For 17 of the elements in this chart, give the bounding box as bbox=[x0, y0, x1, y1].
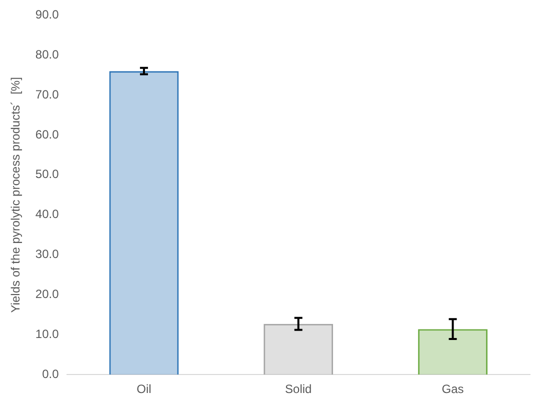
y-tick-label: 70.0 bbox=[35, 87, 60, 102]
y-tick-label: 20.0 bbox=[35, 287, 60, 302]
y-tick-label: 50.0 bbox=[35, 167, 60, 182]
x-tick-label: Solid bbox=[285, 382, 312, 396]
bar bbox=[109, 71, 179, 375]
y-tick-label: 10.0 bbox=[35, 326, 60, 341]
bar bbox=[418, 329, 488, 375]
y-axis-title: Yields of the pyrolytic process products´ [%] bbox=[8, 77, 23, 313]
x-tick-label: Gas bbox=[442, 382, 464, 396]
bar bbox=[264, 324, 334, 375]
y-tick-label: 80.0 bbox=[35, 47, 60, 62]
x-tick-label: Oil bbox=[136, 382, 152, 396]
y-tick-label: 0.0 bbox=[42, 366, 60, 381]
y-tick-label: 90.0 bbox=[35, 8, 60, 22]
y-tick-label: 40.0 bbox=[35, 207, 60, 222]
y-tick-label: 60.0 bbox=[35, 127, 60, 142]
y-tick-label: 30.0 bbox=[35, 247, 60, 262]
